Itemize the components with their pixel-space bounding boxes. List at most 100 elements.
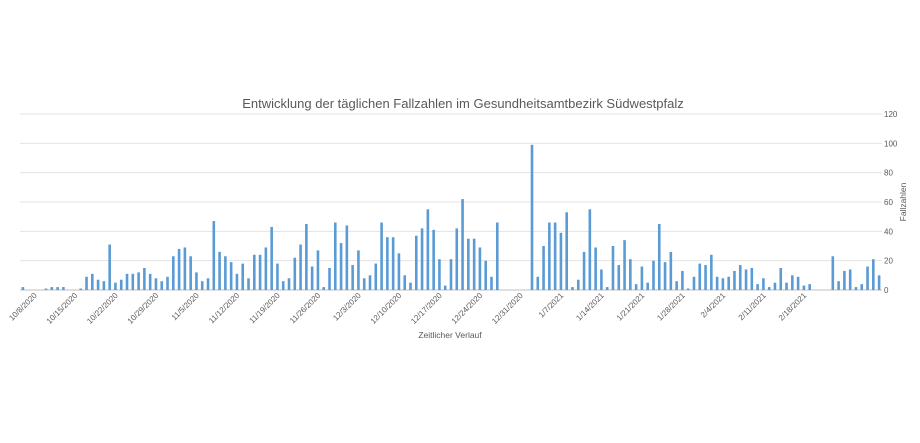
bar — [281, 281, 285, 290]
bar — [102, 281, 106, 290]
bar — [698, 263, 702, 290]
bar — [96, 279, 100, 290]
bar — [339, 243, 343, 290]
bar — [484, 260, 488, 290]
bar — [143, 268, 146, 290]
bar — [108, 244, 111, 290]
bar — [455, 228, 459, 290]
bar — [467, 238, 470, 290]
bar — [253, 254, 256, 290]
x-tick-label: 2/18/2021 — [777, 291, 809, 323]
y-tick-label: 120 — [884, 110, 898, 119]
bar — [576, 279, 580, 290]
bar — [322, 287, 326, 290]
bar — [657, 224, 661, 290]
bar — [299, 244, 302, 290]
bar — [663, 262, 667, 290]
bar — [397, 253, 401, 290]
bar — [351, 265, 354, 290]
bar — [744, 269, 748, 290]
bar — [594, 247, 597, 290]
bar — [710, 254, 713, 290]
x-tick-label: 1/28/2021 — [655, 291, 687, 323]
bar — [420, 228, 424, 290]
x-tick-label: 2/4/2021 — [699, 291, 728, 320]
bar — [773, 282, 777, 290]
bar — [738, 265, 742, 290]
bar — [137, 272, 140, 290]
bar — [490, 276, 493, 290]
bar — [860, 284, 864, 290]
bar — [588, 209, 592, 290]
bar — [449, 259, 453, 290]
bar — [605, 287, 609, 290]
bar — [224, 256, 227, 290]
bar — [785, 282, 788, 290]
grid-layer — [20, 113, 882, 291]
bar — [131, 273, 135, 290]
bar — [44, 288, 48, 290]
bar — [704, 265, 707, 290]
bar — [866, 266, 869, 290]
bar — [767, 287, 771, 290]
bar — [160, 281, 164, 290]
bar — [79, 288, 83, 290]
x-tick-label: 10/8/2020 — [7, 291, 39, 323]
y-tick-label: 20 — [884, 257, 893, 266]
bar — [189, 256, 192, 290]
bar — [50, 287, 54, 290]
x-tick-label: 10/15/2020 — [45, 291, 80, 326]
x-tick-label: 12/17/2020 — [409, 291, 444, 326]
y-tick-label: 100 — [884, 139, 898, 148]
bar — [848, 269, 852, 290]
bar — [91, 273, 94, 290]
y-axis-title: Fallzahlen — [898, 182, 908, 221]
bar — [264, 247, 268, 290]
bar — [692, 276, 696, 290]
bar — [21, 287, 25, 290]
bar — [669, 251, 673, 290]
bar — [125, 273, 129, 290]
bar — [368, 275, 372, 290]
bar — [212, 221, 216, 290]
bar — [843, 270, 846, 290]
bar — [553, 222, 557, 290]
bar — [854, 287, 858, 290]
x-tick-label: 12/10/2020 — [369, 291, 404, 326]
bar — [530, 144, 534, 290]
bar — [414, 235, 418, 290]
y-tick-label: 0 — [884, 286, 889, 295]
bar — [119, 279, 123, 290]
x-tick-label: 1/7/2021 — [537, 291, 566, 320]
bar — [837, 281, 840, 290]
bar — [582, 251, 586, 290]
bar — [600, 269, 603, 290]
bar — [472, 238, 476, 290]
bar — [229, 262, 233, 290]
bar — [62, 287, 65, 290]
bar — [652, 260, 655, 290]
bar — [305, 224, 308, 290]
bar — [640, 266, 644, 290]
bar — [796, 276, 800, 290]
bar — [154, 278, 158, 290]
bar — [241, 263, 245, 290]
bar — [403, 275, 407, 290]
bar — [114, 282, 117, 290]
bar — [611, 246, 615, 290]
bar — [681, 270, 684, 290]
bar — [542, 246, 545, 290]
bar — [536, 276, 540, 290]
bar — [409, 282, 412, 290]
x-tick-label: 11/19/2020 — [248, 291, 283, 326]
bar — [571, 287, 574, 290]
bar — [386, 237, 389, 290]
bar — [333, 222, 337, 290]
bar — [287, 278, 291, 290]
bar — [495, 222, 499, 290]
bar — [478, 247, 482, 290]
bar — [779, 268, 783, 290]
bar — [432, 229, 435, 290]
bar — [831, 256, 835, 290]
